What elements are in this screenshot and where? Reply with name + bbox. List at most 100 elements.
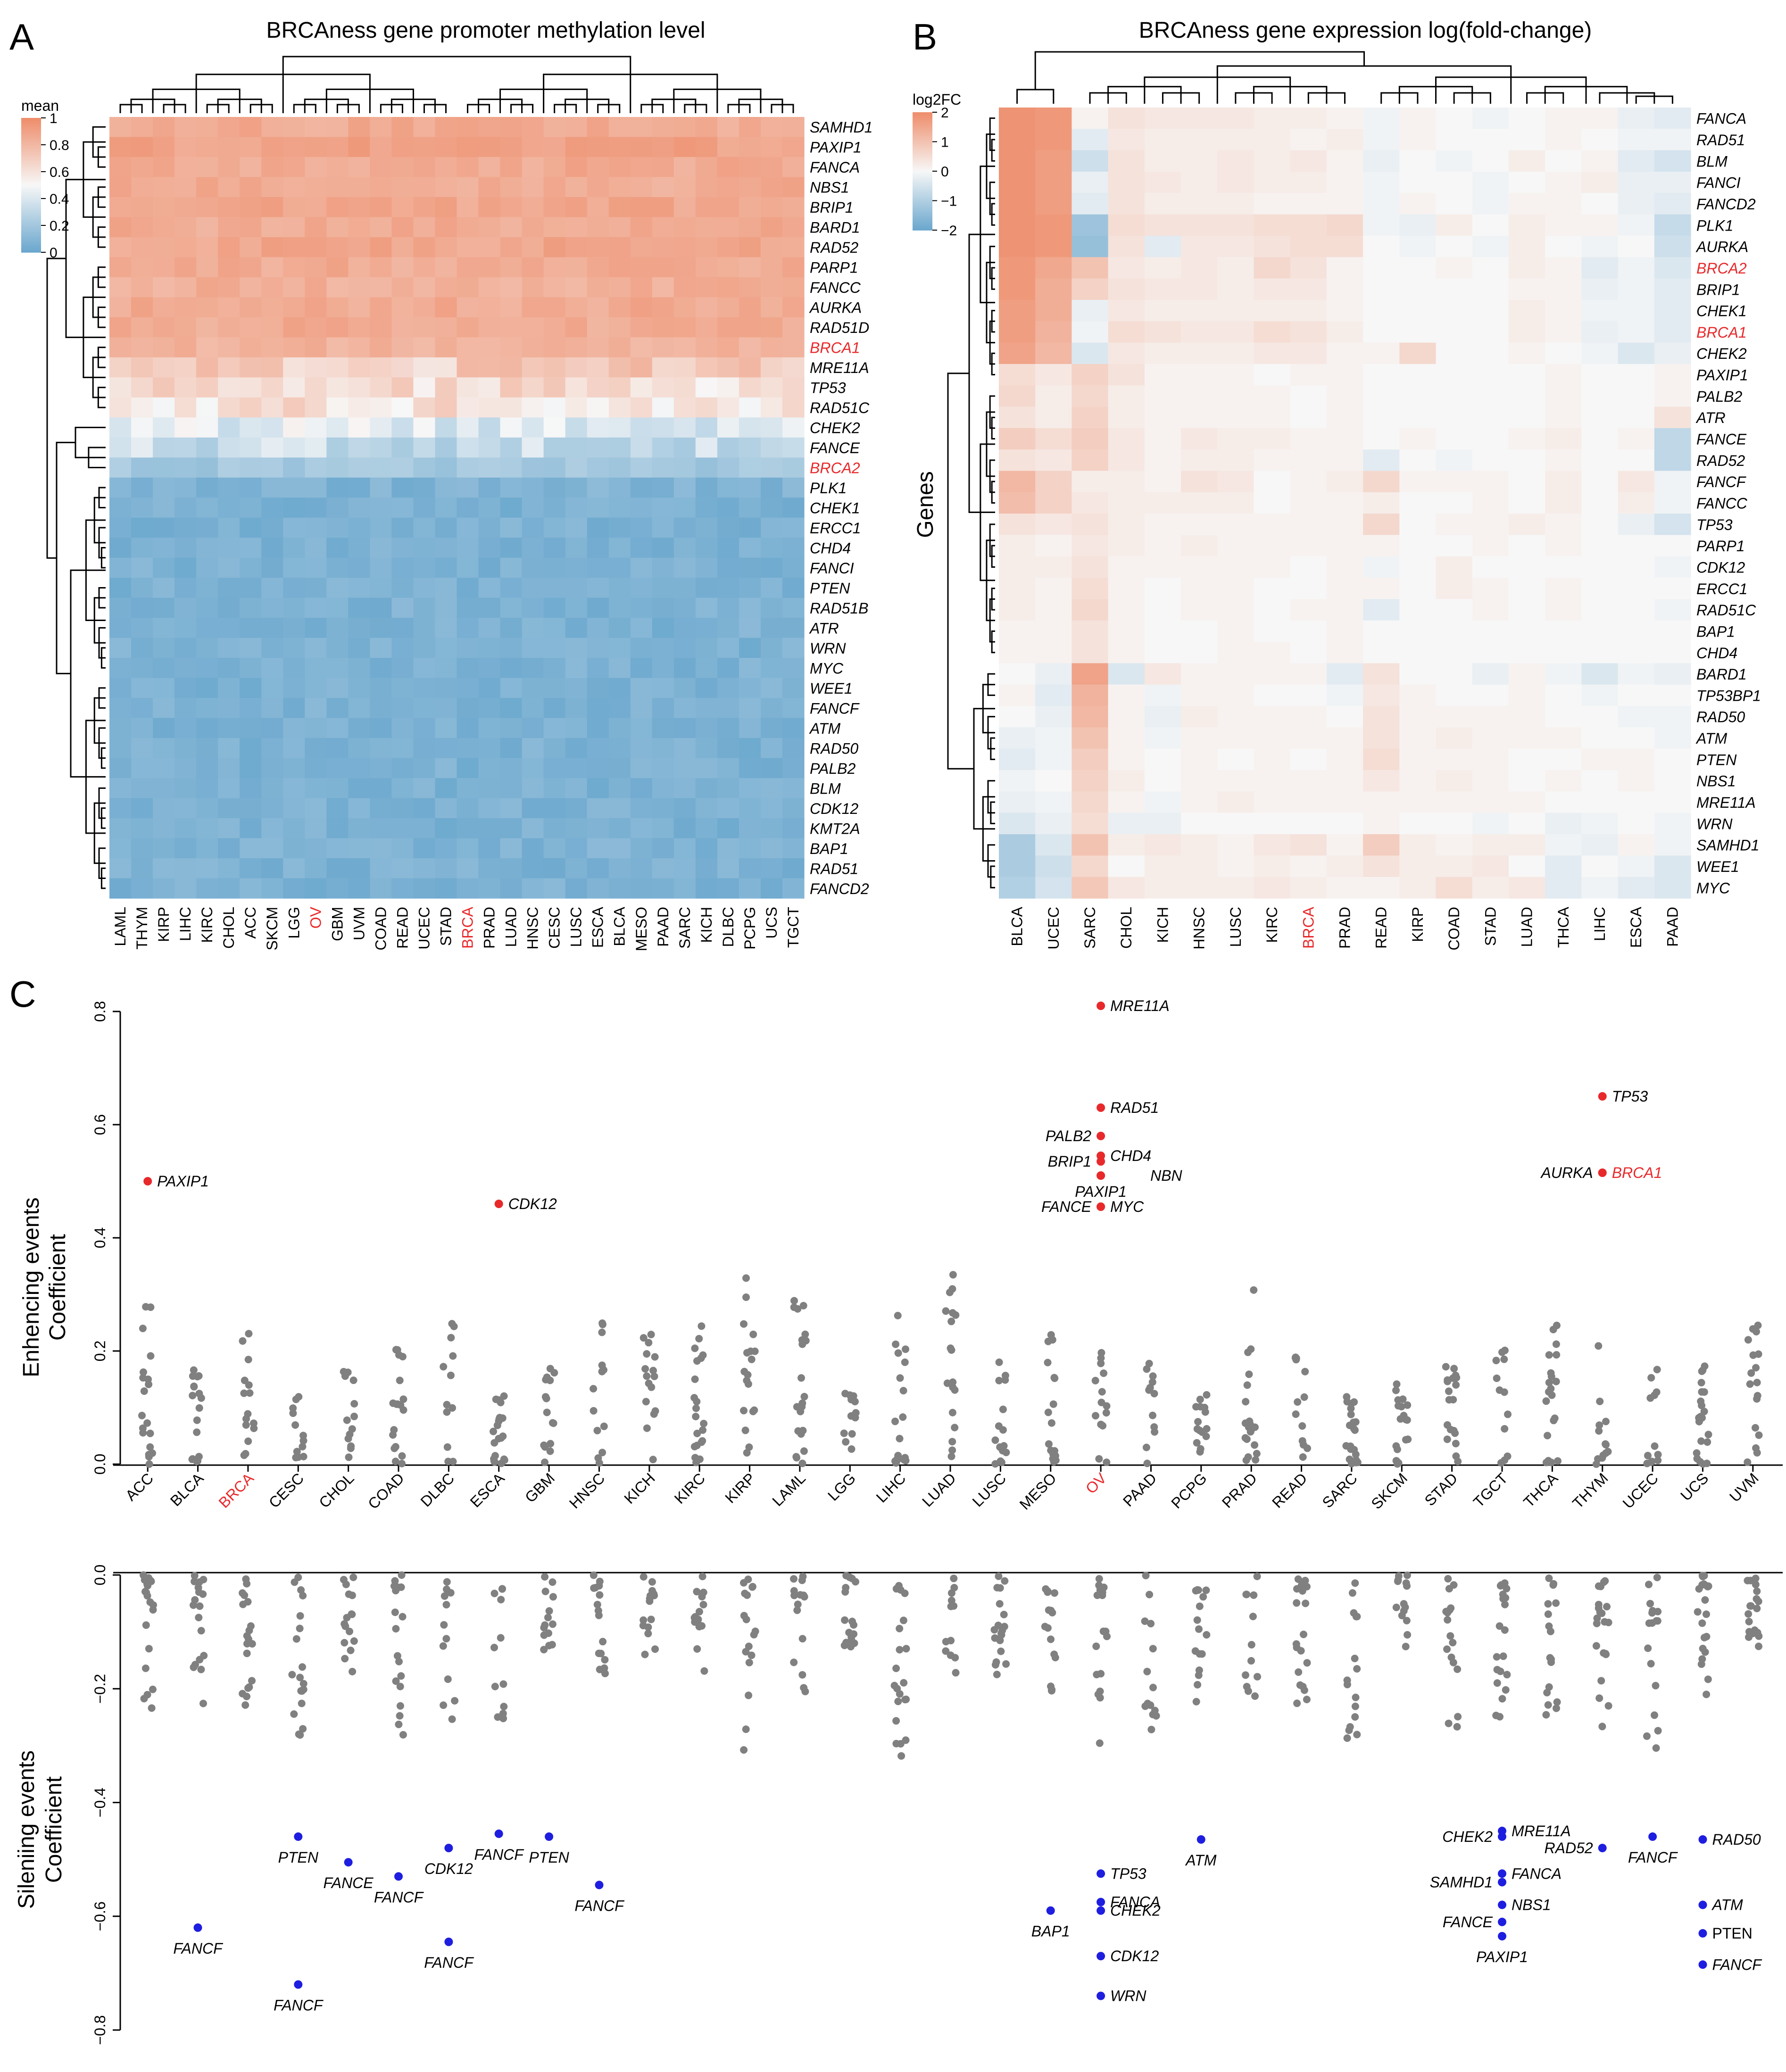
scatter-enhancing-point xyxy=(1644,1451,1652,1459)
heatmap-b-cell xyxy=(1035,129,1072,151)
heatmap-b-col-label: COAD xyxy=(1445,907,1462,950)
scatter-silencing-point xyxy=(942,1647,950,1655)
scatter-silencing-point xyxy=(549,1593,557,1601)
heatmap-b-cell xyxy=(1399,235,1437,257)
scatter-enhancing-point xyxy=(590,1385,598,1392)
scatter-enhancing-point xyxy=(1044,1359,1052,1367)
heatmap-a-cell xyxy=(283,437,305,458)
heatmap-b-cell xyxy=(1181,578,1218,600)
heatmap-a-cell xyxy=(522,237,544,258)
scatter-silencing-point xyxy=(794,1600,802,1608)
scatter-enhancing-point xyxy=(1299,1441,1307,1449)
scatter-enhancing-point xyxy=(645,1339,653,1347)
heatmap-a-cell xyxy=(413,638,436,658)
scatter-enhancing-point-label: FANCE xyxy=(1041,1198,1092,1215)
heatmap-b-cell xyxy=(999,834,1036,856)
heatmap-a-row-label: NBS1 xyxy=(810,179,849,196)
heatmap-b-cell xyxy=(1108,364,1145,386)
heatmap-a-cell xyxy=(695,117,718,138)
scatter-enhancing-point xyxy=(146,1443,154,1451)
heatmap-a-cell xyxy=(109,137,132,157)
heatmap-b-cell xyxy=(1581,855,1619,878)
heatmap-a-cell xyxy=(522,818,544,839)
scatter-silencing-point-label: FANCF xyxy=(1712,1956,1763,1973)
heatmap-a-cell xyxy=(370,177,392,198)
heatmap-a-cell xyxy=(587,698,609,719)
heatmap-a-cell xyxy=(500,758,523,779)
scatter-silencing-point xyxy=(947,1597,955,1605)
heatmap-a-cell xyxy=(196,597,218,618)
heatmap-a-cell xyxy=(565,457,588,478)
scatter-enhancing-point xyxy=(443,1408,451,1416)
scatter-enhancing-point xyxy=(802,1337,810,1345)
scatter-enhancing-point xyxy=(242,1421,250,1429)
heatmap-a-cell xyxy=(500,477,523,498)
heatmap-b-cell xyxy=(1181,642,1218,664)
heatmap-a-cell xyxy=(500,457,523,478)
heatmap-a-cell xyxy=(261,197,283,218)
heatmap-b-cell xyxy=(1618,278,1655,300)
scatter-silencing-point xyxy=(1602,1650,1610,1658)
scatter-silencing-point xyxy=(850,1621,857,1629)
heatmap-a-cell xyxy=(739,678,761,698)
heatmap-b-cell xyxy=(1399,257,1437,279)
heatmap-b-cell xyxy=(1072,812,1109,835)
heatmap-a-cell xyxy=(543,597,566,618)
scatter-silencing-point xyxy=(1301,1576,1309,1584)
scatter-enhancing-point xyxy=(797,1374,805,1382)
scatter-enhancing-point xyxy=(692,1459,700,1467)
scatter-silencing-point xyxy=(1191,1647,1199,1655)
heatmap-a-cell xyxy=(218,497,240,518)
heatmap-a-cell xyxy=(782,377,805,398)
heatmap-b-col-label: CHOL xyxy=(1118,907,1135,949)
heatmap-a-cell xyxy=(739,197,761,218)
heatmap-b-cell xyxy=(1290,108,1327,129)
scatter-silencing-point xyxy=(1694,1608,1702,1616)
heatmap-a-cell xyxy=(326,257,349,278)
heatmap-a-cell xyxy=(370,317,392,338)
heatmap-a-cell xyxy=(587,257,609,278)
scatter-silencing-point xyxy=(850,1639,858,1647)
heatmap-a-cell xyxy=(673,517,696,538)
heatmap-b-cell xyxy=(1326,342,1363,365)
heatmap-a-cell xyxy=(196,858,218,879)
heatmap-a-cell xyxy=(370,738,392,759)
heatmap-b-cell xyxy=(1254,471,1291,493)
heatmap-a-cell xyxy=(391,117,414,138)
heatmap-a-cell xyxy=(652,718,674,738)
heatmap-a-cell xyxy=(695,618,718,638)
scatter-enhancing-category-label: UVM xyxy=(1726,1469,1762,1505)
scatter-silencing-point-label: PAXIP1 xyxy=(1476,1948,1528,1965)
heatmap-a-cell xyxy=(109,377,132,398)
heatmap-b-cell xyxy=(1363,449,1400,472)
heatmap-a-cell xyxy=(543,758,566,779)
heatmap-a-cell xyxy=(218,878,240,899)
heatmap-a-cell xyxy=(500,157,523,178)
scatter-silencing-point xyxy=(498,1585,506,1593)
heatmap-b-cell xyxy=(1217,171,1254,193)
scatter-silencing-point xyxy=(1752,1575,1760,1583)
heatmap-b-cell xyxy=(999,535,1036,557)
scatter-enhancing-point xyxy=(799,1426,807,1434)
heatmap-a-cell xyxy=(153,578,175,598)
scatter-silencing-point xyxy=(951,1654,959,1662)
heatmap-a-cell xyxy=(261,497,283,518)
scatter-enhancing-y-tick-label: 0.6 xyxy=(91,1114,108,1135)
legend-b-tick-label: 1 xyxy=(941,135,949,150)
scatter-enhancing-point xyxy=(797,1408,805,1416)
heatmap-a-cell xyxy=(565,417,588,438)
heatmap-a-cell xyxy=(587,497,609,518)
heatmap-a-cell xyxy=(174,477,197,498)
heatmap-a-cell xyxy=(218,317,240,338)
heatmap-a-cell xyxy=(370,838,392,859)
heatmap-b-cell xyxy=(1290,663,1327,685)
heatmap-a-cell xyxy=(391,437,414,458)
heatmap-b-cell xyxy=(1254,364,1291,386)
heatmap-b-cell xyxy=(1654,150,1691,172)
scatter-enhancing-point xyxy=(792,1453,800,1461)
heatmap-b-cell xyxy=(1072,578,1109,600)
heatmap-a-cell xyxy=(435,377,457,398)
scatter-enhancing-point xyxy=(1648,1458,1656,1466)
legend-b-swatch xyxy=(913,208,932,211)
heatmap-b-cell xyxy=(1290,684,1327,706)
